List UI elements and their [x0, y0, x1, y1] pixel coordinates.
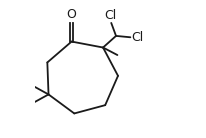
- Text: Cl: Cl: [131, 31, 143, 44]
- Text: Cl: Cl: [104, 9, 117, 22]
- Text: O: O: [67, 8, 77, 21]
